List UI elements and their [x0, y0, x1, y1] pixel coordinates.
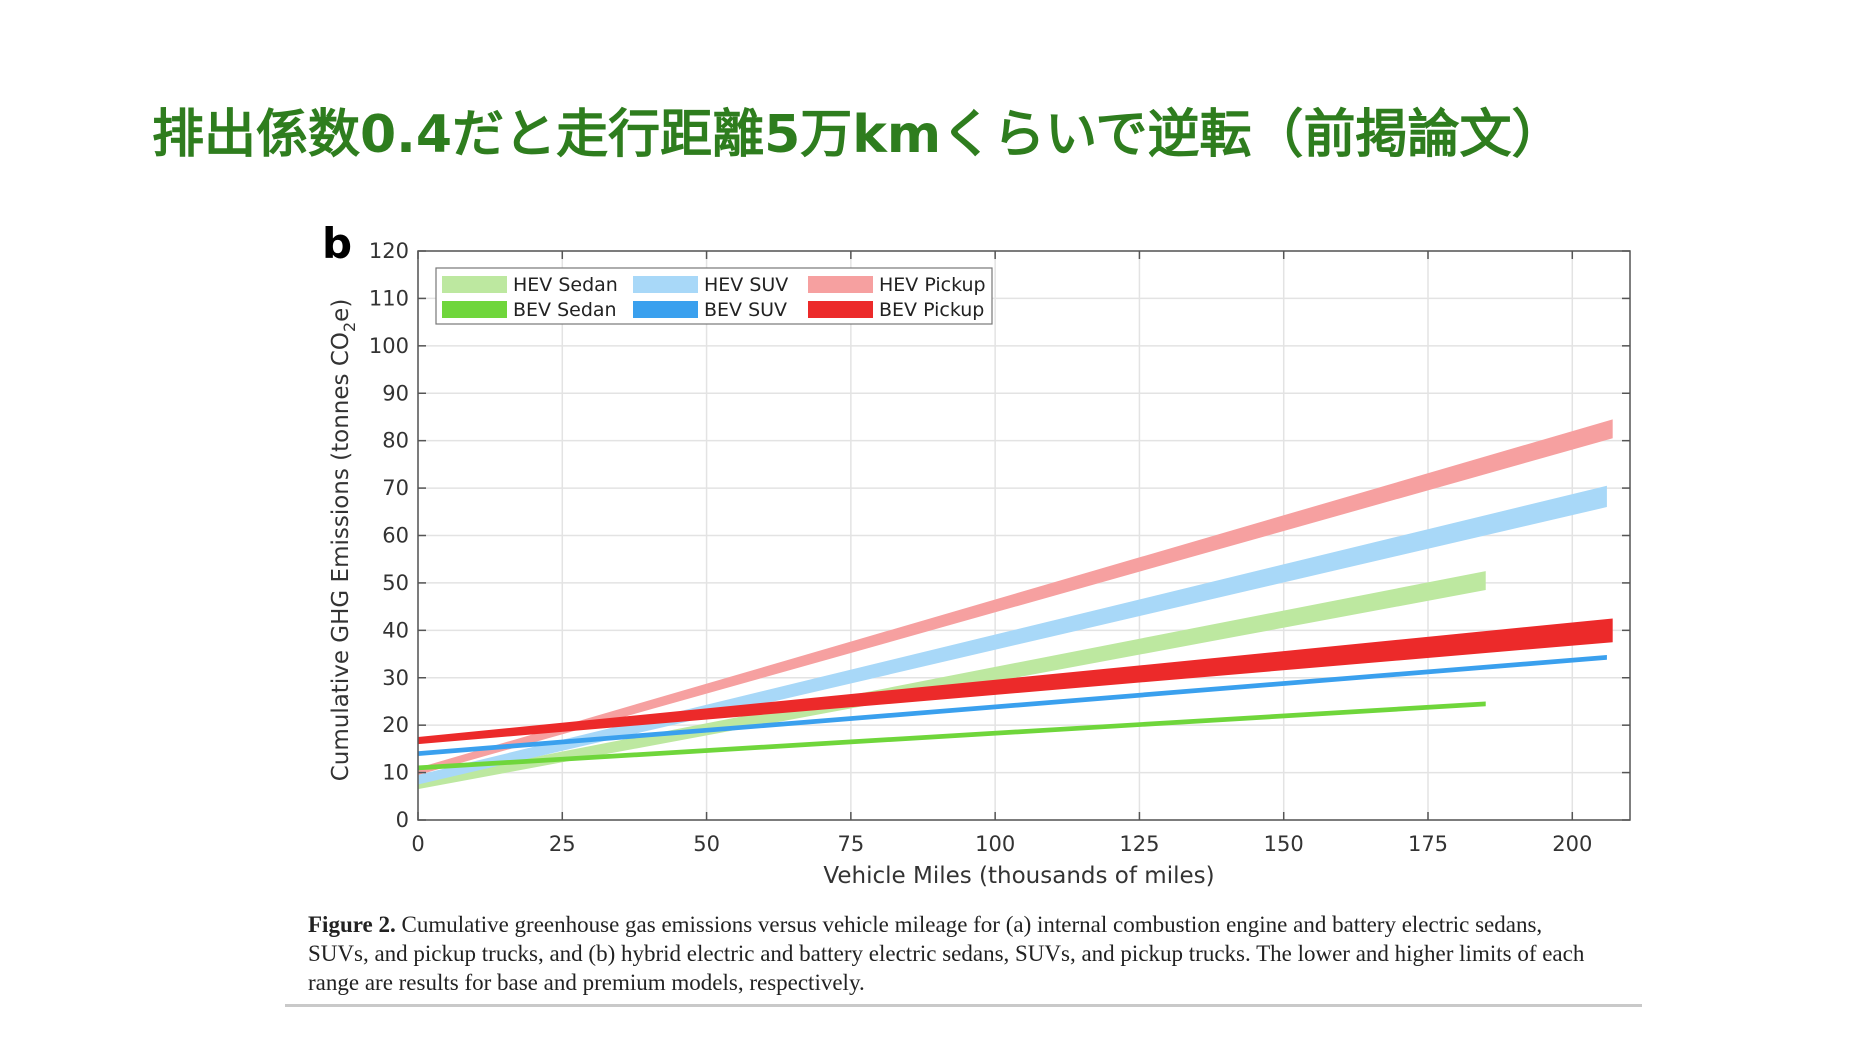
legend-label-hev-suv: HEV SUV: [704, 274, 788, 296]
band-bev-pickup: [418, 618, 1613, 745]
y-tick-label: 70: [382, 476, 409, 500]
legend-label-bev-sedan: BEV Sedan: [513, 299, 617, 321]
y-axis-label-main: Cumulative GHG Emissions (tonnes CO: [328, 332, 354, 781]
legend-label-hev-pickup: HEV Pickup: [879, 274, 986, 296]
x-tick-label: 25: [549, 832, 576, 856]
slide-title: 排出係数0.4だと走行距離5万kmくらいで逆転（前掲論文）: [152, 105, 1564, 165]
legend-label-bev-pickup: BEV Pickup: [879, 299, 984, 321]
y-tick-label: 110: [369, 286, 409, 310]
band-bev-suv: [418, 654, 1607, 756]
y-tick-label: 40: [382, 618, 409, 642]
y-tick-label: 50: [382, 571, 409, 595]
x-tick-label: 50: [693, 832, 720, 856]
band-hev-sedan: [418, 571, 1486, 790]
x-tick-label: 175: [1408, 832, 1448, 856]
legend-swatch-hev-sedan: [442, 276, 507, 293]
x-tick-label: 200: [1552, 832, 1592, 856]
y-tick-label: 20: [382, 713, 409, 737]
y-tick-label: 90: [382, 381, 409, 405]
x-tick-label: 100: [975, 832, 1015, 856]
legend-swatch-hev-suv: [633, 276, 698, 293]
legend: HEV Sedan HEV SUV HEV Pickup BEV Sedan BEV S…: [435, 267, 993, 325]
caption-divider: [285, 1004, 1642, 1007]
y-axis-label: Cumulative GHG Emissions (tonnes CO2e): [328, 299, 359, 782]
band-hev-pickup: [418, 419, 1613, 775]
x-tick-label: 75: [837, 832, 864, 856]
series-bands: [418, 419, 1613, 790]
legend-label-bev-suv: BEV SUV: [704, 299, 787, 321]
legend-swatch-bev-pickup: [808, 301, 873, 318]
y-tick-label: 100: [369, 334, 409, 358]
panel-label: b: [322, 219, 352, 268]
x-tick-label: 150: [1264, 832, 1304, 856]
y-tick-label: 0: [396, 808, 409, 832]
y-tick-label: 10: [382, 761, 409, 785]
axes: [417, 250, 1631, 821]
legend-swatch-bev-suv: [633, 301, 698, 318]
legend-swatch-bev-sedan: [442, 301, 507, 318]
figure-caption-text: Cumulative greenhouse gas emissions vers…: [308, 912, 1585, 995]
tick-labels: 0 25 50 75 100 125 150 175 200 0 10 20 30 40 50 60 70 80 9…: [369, 239, 1592, 856]
figure-caption-label: Figure 2.: [308, 912, 396, 937]
legend-box: [435, 267, 993, 325]
figure-caption: Figure 2. Cumulative greenhouse gas emis…: [308, 910, 1598, 997]
x-tick-label: 0: [411, 832, 424, 856]
y-tick-label: 60: [382, 524, 409, 548]
legend-swatch-hev-pickup: [808, 276, 873, 293]
x-tick-label: 125: [1119, 832, 1159, 856]
x-axis-label: Vehicle Miles (thousands of miles): [823, 863, 1214, 889]
y-tick-label: 80: [382, 429, 409, 453]
y-axis-label-end: e): [328, 299, 354, 322]
y-axis-label-sub: 2: [340, 322, 359, 332]
y-tick-label: 120: [369, 239, 409, 263]
y-tick-label: 30: [382, 666, 409, 690]
band-bev-sedan: [418, 701, 1486, 771]
legend-label-hev-sedan: HEV Sedan: [513, 274, 618, 296]
